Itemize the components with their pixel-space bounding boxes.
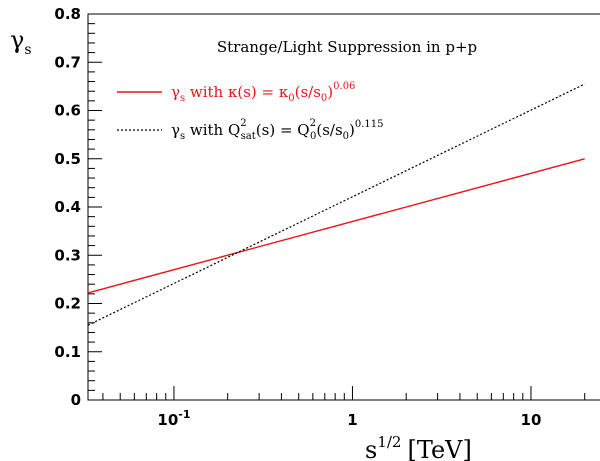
x-tick-label: 10 xyxy=(521,411,542,429)
x-tick-label: 10-1 xyxy=(157,408,190,429)
legend-entry-black: γs with Q2 sat(s) = Q2 0(s/s0)0.115 xyxy=(171,118,384,142)
series-line-1 xyxy=(87,83,585,326)
legend-entry-red: γs with κ(s) = κ0(s/s0)0.06 xyxy=(171,81,355,104)
legend: γs with κ(s) = κ0(s/s0)0.06 γs with Q2 sa… xyxy=(117,81,384,142)
y-tick-label: 0.6 xyxy=(54,102,81,120)
y-axis-label: γs xyxy=(10,26,32,58)
x-axis-label: s1/2 [TeV] xyxy=(365,433,472,461)
y-tick-label: 0.7 xyxy=(54,53,81,71)
y-tick-label: 0 xyxy=(71,391,81,409)
y-tick-label: 0.1 xyxy=(54,343,81,361)
plot-area xyxy=(87,13,600,401)
y-tick-label: 0.5 xyxy=(54,150,81,168)
series-line-0 xyxy=(87,158,585,294)
plot-frame xyxy=(87,13,600,401)
series-group xyxy=(87,83,585,326)
x-axis: 10-1 1 10 xyxy=(102,386,586,429)
x-tick-label: 1 xyxy=(347,411,357,429)
y-tick-label: 0.8 xyxy=(54,5,81,23)
chart-title: Strange/Light Suppression in p+p xyxy=(217,38,477,56)
y-tick-label: 0.3 xyxy=(54,246,81,264)
y-tick-label: 0.4 xyxy=(54,198,81,216)
y-tick-label: 0.2 xyxy=(54,295,81,313)
y-axis: 0 0.1 0.2 0.3 0.4 0.5 0.6 0.7 0.8 xyxy=(54,5,102,409)
